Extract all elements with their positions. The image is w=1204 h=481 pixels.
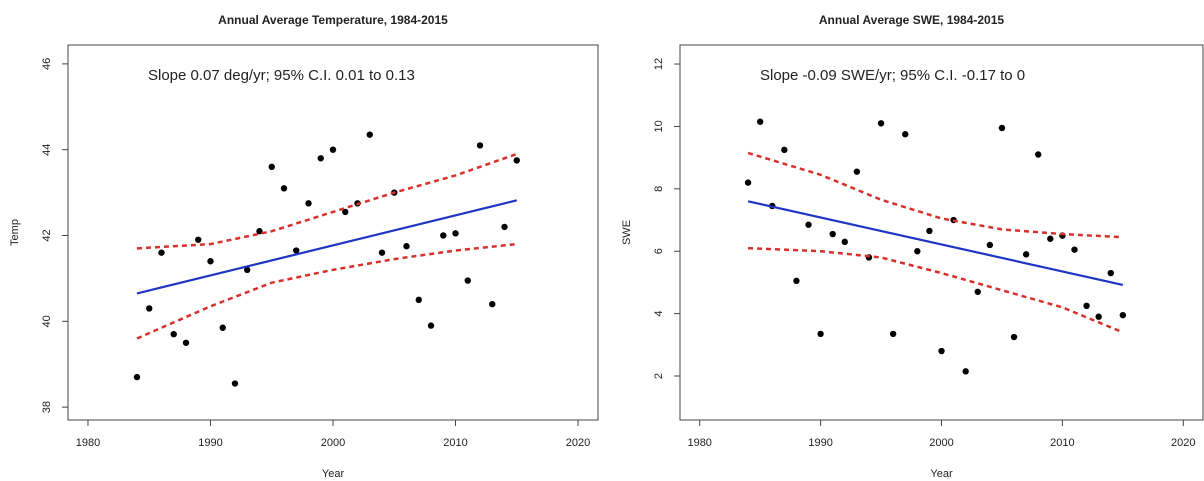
- data-point: [962, 368, 969, 375]
- fit-line: [136, 199, 518, 295]
- data-point: [268, 163, 275, 171]
- x-axis-label: Year: [322, 468, 345, 480]
- data-point: [170, 330, 177, 338]
- data-point: [1107, 269, 1114, 277]
- data-point: [195, 236, 202, 243]
- data-point: [986, 241, 994, 249]
- x-tick-label: 1980: [76, 437, 100, 449]
- y-axis-label: SWE: [621, 220, 633, 245]
- data-point: [829, 230, 836, 238]
- chart-title: Annual Average SWE, 1984-2015: [819, 13, 1005, 27]
- data-point: [366, 131, 373, 138]
- data-point: [756, 118, 764, 125]
- data-point: [1083, 302, 1090, 310]
- x-tick-label: 2010: [443, 437, 467, 449]
- data-point: [244, 266, 251, 274]
- x-tick-label: 2000: [929, 437, 953, 449]
- data-point: [744, 179, 752, 186]
- data-point: [793, 277, 800, 285]
- data-point: [280, 185, 288, 192]
- y-tick-label: 12: [653, 58, 665, 70]
- data-point: [902, 131, 909, 138]
- data-point: [974, 288, 981, 295]
- data-point: [501, 223, 508, 231]
- x-tick-label: 2020: [1171, 437, 1195, 449]
- y-axis-label: Temp: [9, 219, 21, 246]
- plot-frame: [679, 44, 1204, 421]
- x-tick-label: 1990: [808, 437, 832, 449]
- data-point: [256, 228, 263, 235]
- data-point: [317, 155, 324, 162]
- data-point: [817, 330, 824, 338]
- data-point: [182, 339, 190, 346]
- data-point: [305, 200, 312, 207]
- data-point: [427, 322, 435, 329]
- data-point: [476, 142, 484, 149]
- data-point: [513, 157, 520, 164]
- x-axis-label: Year: [930, 468, 953, 480]
- data-point: [207, 258, 214, 265]
- data-point: [1095, 313, 1102, 320]
- y-tick-label: 46: [41, 58, 53, 70]
- data-point: [133, 373, 141, 381]
- data-point: [440, 232, 447, 239]
- annotation: Slope 0.07 deg/yr; 95% C.I. 0.01 to 0.13: [148, 67, 415, 84]
- data-point: [342, 208, 349, 216]
- data-point: [452, 230, 459, 237]
- data-point: [293, 247, 300, 254]
- y-tick-label: 42: [41, 229, 53, 241]
- data-point: [938, 347, 945, 355]
- x-tick-label: 1990: [198, 437, 222, 449]
- data-point: [158, 249, 165, 256]
- y-tick-label: 44: [41, 144, 53, 156]
- data-point: [329, 146, 337, 153]
- y-tick-label: 4: [653, 311, 665, 317]
- fit-line: [747, 200, 1124, 286]
- y-tick-label: 6: [653, 248, 665, 254]
- data-point: [805, 221, 812, 228]
- x-tick-label: 2020: [566, 437, 590, 449]
- data-point: [1035, 151, 1042, 158]
- x-tick-label: 1980: [687, 437, 711, 449]
- confidence-band: [136, 152, 518, 250]
- data-point: [403, 243, 410, 250]
- data-point: [1022, 251, 1030, 258]
- data-point: [781, 146, 788, 154]
- chart-title: Annual Average Temperature, 1984-2015: [218, 13, 448, 27]
- data-point: [1010, 333, 1018, 341]
- data-point: [146, 305, 153, 312]
- confidence-band: [748, 246, 1124, 334]
- data-point: [853, 168, 861, 175]
- confidence-band: [136, 242, 517, 340]
- data-point: [998, 124, 1006, 132]
- x-tick-label: 2000: [321, 437, 345, 449]
- y-tick-label: 10: [653, 120, 665, 132]
- data-point: [877, 120, 885, 127]
- annotation: Slope -0.09 SWE/yr; 95% C.I. -0.17 to 0: [760, 67, 1025, 84]
- y-tick-label: 40: [41, 315, 53, 327]
- x-tick-label: 2010: [1050, 437, 1074, 449]
- y-tick-label: 8: [653, 186, 665, 192]
- data-point: [415, 296, 422, 304]
- data-point: [889, 330, 897, 338]
- plot-frame: [67, 44, 599, 421]
- data-point: [1047, 235, 1054, 242]
- data-point: [1119, 311, 1127, 319]
- data-point: [841, 238, 848, 246]
- data-point: [926, 227, 933, 235]
- data-point: [464, 277, 471, 284]
- data-point: [914, 248, 921, 255]
- data-point: [219, 324, 226, 331]
- data-point: [231, 380, 239, 387]
- data-point: [378, 249, 386, 256]
- y-tick-label: 38: [41, 401, 53, 413]
- data-point: [489, 300, 496, 308]
- data-point: [1071, 246, 1078, 253]
- confidence-band: [747, 151, 1123, 239]
- y-tick-label: 2: [653, 373, 665, 379]
